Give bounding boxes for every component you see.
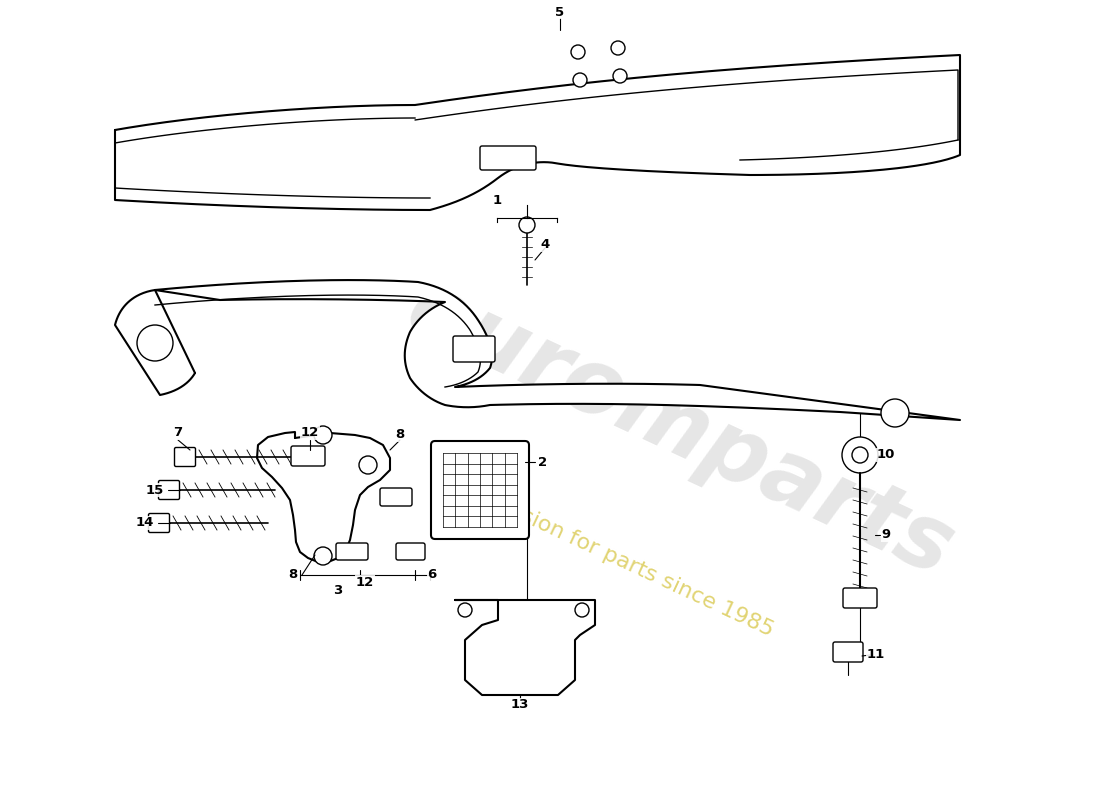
Text: 6: 6 <box>428 569 437 582</box>
FancyBboxPatch shape <box>480 146 536 170</box>
Circle shape <box>610 41 625 55</box>
Circle shape <box>314 547 332 565</box>
Polygon shape <box>455 600 595 695</box>
Text: 2: 2 <box>538 455 548 469</box>
Polygon shape <box>116 280 960 420</box>
Circle shape <box>519 217 535 233</box>
Circle shape <box>842 437 878 473</box>
Text: 14: 14 <box>135 517 154 530</box>
FancyBboxPatch shape <box>158 481 179 499</box>
Text: euromparts: euromparts <box>393 265 967 595</box>
Text: a passion for parts since 1985: a passion for parts since 1985 <box>463 480 777 640</box>
Polygon shape <box>257 432 390 562</box>
Text: 5: 5 <box>556 6 564 18</box>
Text: 3: 3 <box>333 583 342 597</box>
FancyBboxPatch shape <box>396 543 425 560</box>
Text: 7: 7 <box>174 426 183 439</box>
Text: 9: 9 <box>881 529 891 542</box>
FancyBboxPatch shape <box>148 514 169 533</box>
Text: 10: 10 <box>877 449 895 462</box>
Circle shape <box>613 69 627 83</box>
Text: 15: 15 <box>146 483 164 497</box>
Polygon shape <box>116 55 960 210</box>
Text: 11: 11 <box>867 649 886 662</box>
Text: 1: 1 <box>493 194 502 206</box>
FancyBboxPatch shape <box>833 642 864 662</box>
FancyBboxPatch shape <box>431 441 529 539</box>
FancyBboxPatch shape <box>175 447 196 466</box>
FancyBboxPatch shape <box>336 543 368 560</box>
Circle shape <box>573 73 587 87</box>
FancyBboxPatch shape <box>379 488 412 506</box>
FancyBboxPatch shape <box>292 446 324 466</box>
Circle shape <box>571 45 585 59</box>
Circle shape <box>138 325 173 361</box>
Circle shape <box>575 603 589 617</box>
Text: 12: 12 <box>356 575 374 589</box>
Text: 8: 8 <box>395 429 405 442</box>
Text: 12: 12 <box>301 426 319 439</box>
Text: 4: 4 <box>540 238 550 251</box>
Circle shape <box>881 399 909 427</box>
Circle shape <box>314 426 332 444</box>
Text: 13: 13 <box>510 698 529 711</box>
Text: 8: 8 <box>288 569 298 582</box>
Circle shape <box>852 447 868 463</box>
Circle shape <box>359 456 377 474</box>
FancyBboxPatch shape <box>843 588 877 608</box>
FancyBboxPatch shape <box>453 336 495 362</box>
Circle shape <box>458 603 472 617</box>
